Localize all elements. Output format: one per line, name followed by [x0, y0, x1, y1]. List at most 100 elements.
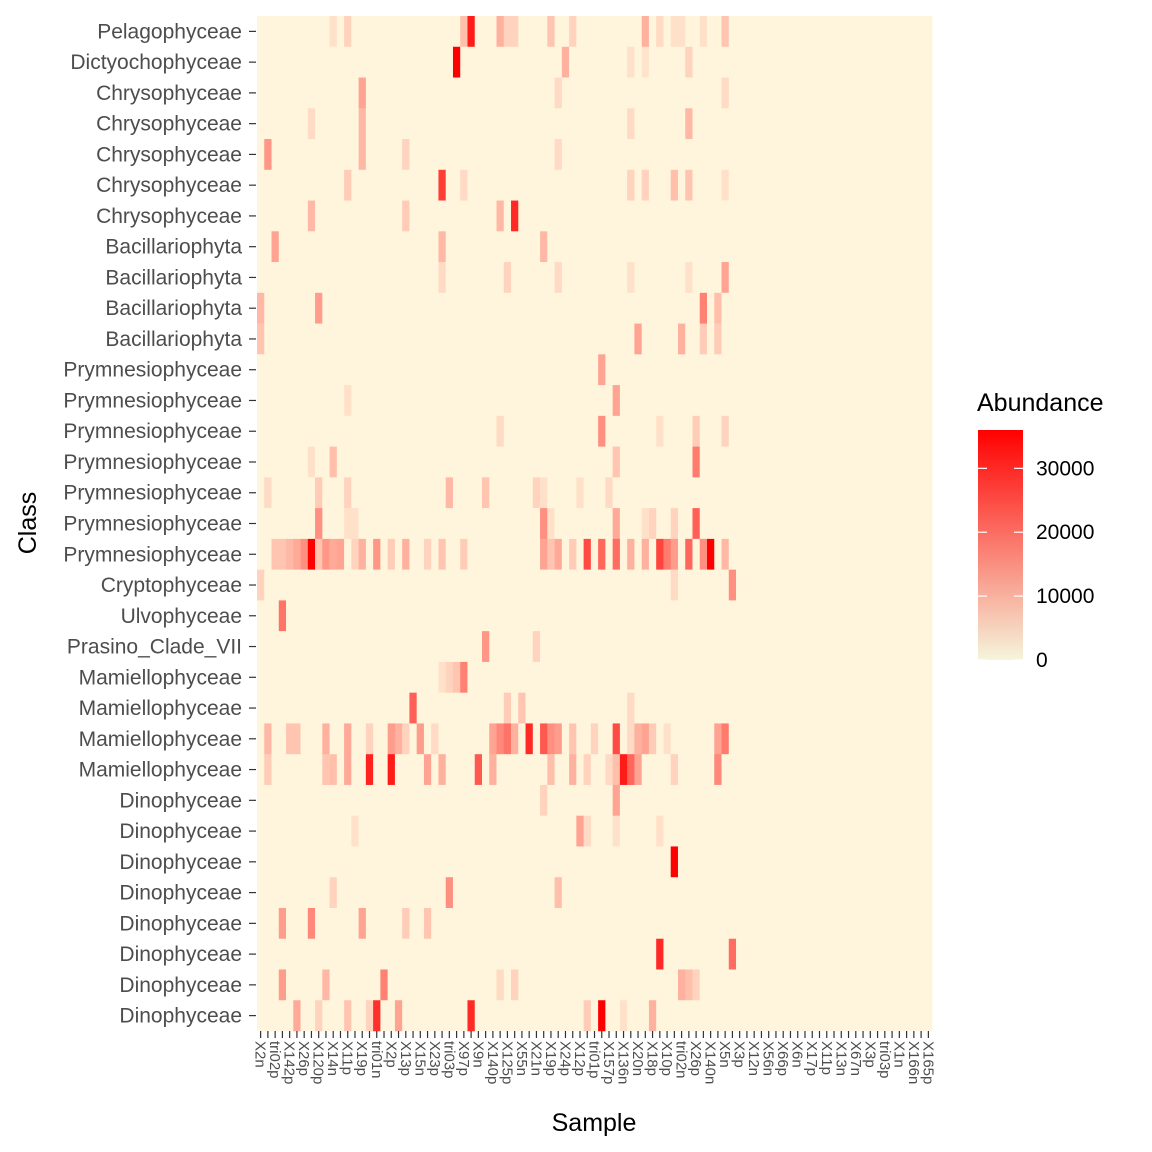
heatmap-cell — [736, 169, 744, 201]
heatmap-cell — [373, 108, 381, 140]
heatmap-cell — [779, 415, 788, 447]
heatmap-cell — [431, 846, 439, 878]
heatmap-cell — [794, 1000, 802, 1032]
heatmap-cell — [380, 77, 388, 109]
heatmap-cell — [561, 846, 570, 878]
heatmap-cell — [423, 77, 432, 109]
heatmap-cell — [844, 538, 853, 570]
heatmap-cell — [423, 815, 432, 847]
heatmap-cell — [576, 815, 584, 847]
heatmap-cell — [561, 108, 570, 140]
heatmap-cell — [598, 815, 606, 847]
heatmap-cell — [554, 231, 563, 263]
heatmap-cell — [924, 231, 933, 263]
heatmap-cell — [416, 969, 425, 1001]
heatmap-cell — [496, 200, 505, 232]
heatmap-cell — [278, 907, 287, 940]
heatmap-cell — [765, 323, 773, 355]
heatmap-cell — [772, 16, 780, 48]
heatmap-cell — [902, 16, 911, 48]
heatmap-cell — [554, 415, 563, 447]
heatmap-cell — [663, 46, 672, 78]
heatmap-cell — [416, 508, 425, 540]
heatmap-cell — [373, 139, 381, 171]
heatmap-cell — [329, 907, 338, 940]
heatmap-cell — [257, 16, 265, 48]
heatmap-cell — [823, 754, 831, 786]
heatmap-cell — [431, 200, 439, 232]
heatmap-cell — [271, 538, 280, 570]
heatmap-cell — [728, 508, 737, 540]
heatmap-cell — [677, 169, 686, 201]
heatmap-cell — [750, 846, 759, 878]
heatmap-cell — [794, 538, 802, 570]
heatmap-cell — [830, 938, 838, 970]
heatmap-cell — [902, 77, 911, 109]
heatmap-cell — [409, 969, 417, 1001]
heatmap-cell — [394, 907, 403, 940]
heatmap-cell — [489, 16, 497, 48]
heatmap-cell — [859, 200, 867, 232]
heatmap-cell — [750, 877, 759, 909]
heatmap-cell — [699, 661, 708, 693]
heatmap-cell — [830, 415, 838, 447]
heatmap-cell — [634, 108, 642, 140]
heatmap-cell — [257, 477, 265, 509]
heatmap-cell — [786, 477, 795, 509]
heatmap-cell — [714, 169, 722, 201]
heatmap-cell — [779, 77, 788, 109]
heatmap-cell — [344, 292, 352, 324]
heatmap-cell — [757, 661, 766, 693]
heatmap-cell — [336, 661, 345, 693]
heatmap-cell — [351, 877, 359, 909]
heatmap-cell — [728, 354, 737, 386]
heatmap-cell — [648, 538, 657, 570]
heatmap-cell — [830, 877, 838, 909]
heatmap-cell — [605, 508, 613, 540]
heatmap-cell — [416, 169, 425, 201]
heatmap-cell — [888, 169, 897, 201]
heatmap-cell — [924, 16, 933, 48]
heatmap-cell — [590, 692, 599, 724]
heatmap-cell — [452, 969, 461, 1001]
heatmap-cell — [743, 692, 751, 724]
heatmap-cell — [692, 661, 701, 693]
heatmap-cell — [736, 446, 744, 478]
heatmap-cell — [496, 108, 505, 140]
heatmap-cell — [859, 754, 867, 786]
heatmap-cell — [895, 508, 904, 540]
heatmap-cell — [627, 938, 635, 970]
heatmap-cell — [808, 569, 817, 601]
heatmap-cell — [670, 1000, 679, 1032]
heatmap-cell — [257, 292, 265, 324]
heatmap-cell — [518, 907, 526, 940]
heatmap-cell — [757, 354, 766, 386]
heatmap-cell — [612, 631, 621, 663]
heatmap-cell — [779, 508, 788, 540]
heatmap-cell — [837, 292, 846, 324]
heatmap-cell — [612, 1000, 621, 1032]
heatmap-cell — [605, 846, 613, 878]
heatmap-cell — [547, 139, 555, 171]
heatmap-cell — [801, 969, 809, 1001]
heatmap-cell — [474, 477, 483, 509]
heatmap-cell — [779, 139, 788, 171]
heatmap-cell — [757, 631, 766, 663]
heatmap-cell — [445, 292, 454, 324]
heatmap-cell — [634, 46, 642, 78]
heatmap-cell — [569, 723, 577, 755]
heatmap-cell — [656, 784, 664, 816]
heatmap-cell — [619, 1000, 628, 1032]
heatmap-cell — [794, 969, 802, 1001]
heatmap-cell — [271, 508, 280, 540]
heatmap-cell — [380, 723, 388, 755]
heatmap-cell — [670, 969, 679, 1001]
heatmap-cell — [794, 846, 802, 878]
heatmap-cell — [394, 1000, 403, 1032]
heatmap-cell — [779, 754, 788, 786]
heatmap-cell — [329, 354, 338, 386]
heatmap-cell — [394, 631, 403, 663]
heatmap-cell — [801, 907, 809, 940]
heatmap-cell — [511, 846, 519, 878]
heatmap-cell — [402, 1000, 410, 1032]
